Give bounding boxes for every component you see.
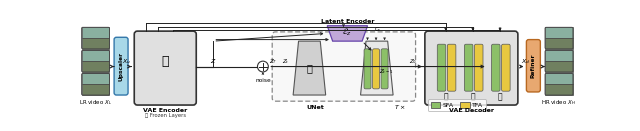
Text: HR video $X_H$: HR video $X_H$ bbox=[541, 98, 577, 107]
Text: $X_u$: $X_u$ bbox=[122, 57, 131, 66]
Text: $Z$: $Z$ bbox=[210, 57, 216, 65]
Bar bbox=[81, 27, 109, 38]
Text: $X_d$: $X_d$ bbox=[521, 57, 531, 66]
FancyBboxPatch shape bbox=[527, 40, 540, 92]
Text: ⚿ Frozen Layers: ⚿ Frozen Layers bbox=[145, 113, 186, 118]
Bar bbox=[81, 50, 109, 61]
Text: $\mathcal{E}_z$: $\mathcal{E}_z$ bbox=[342, 26, 353, 38]
Text: $Z_t$: $Z_t$ bbox=[282, 57, 289, 66]
Text: 🔒: 🔒 bbox=[470, 92, 476, 101]
FancyBboxPatch shape bbox=[114, 37, 128, 95]
Text: 🔒: 🔒 bbox=[161, 55, 169, 68]
FancyBboxPatch shape bbox=[134, 31, 196, 105]
Text: Refiner: Refiner bbox=[531, 54, 536, 78]
Text: 🔒: 🔒 bbox=[498, 92, 502, 101]
Text: Upscaler: Upscaler bbox=[118, 52, 124, 81]
FancyBboxPatch shape bbox=[272, 32, 415, 101]
Text: VAE Decoder: VAE Decoder bbox=[449, 108, 494, 113]
Bar bbox=[81, 84, 109, 95]
Text: G: G bbox=[374, 27, 380, 32]
Bar bbox=[545, 84, 573, 95]
Text: LR video $X_L$: LR video $X_L$ bbox=[79, 98, 112, 107]
Text: noise: noise bbox=[255, 78, 271, 83]
FancyBboxPatch shape bbox=[425, 31, 518, 105]
Text: $Z_{t-1}$: $Z_{t-1}$ bbox=[379, 67, 393, 76]
Bar bbox=[545, 61, 573, 72]
Text: $Z_T$: $Z_T$ bbox=[269, 57, 277, 66]
Bar bbox=[81, 73, 109, 84]
Text: 🔒: 🔒 bbox=[444, 92, 448, 101]
Polygon shape bbox=[360, 41, 393, 95]
FancyBboxPatch shape bbox=[381, 49, 388, 89]
FancyBboxPatch shape bbox=[465, 44, 473, 91]
FancyBboxPatch shape bbox=[437, 44, 446, 91]
FancyBboxPatch shape bbox=[372, 49, 380, 89]
Bar bbox=[545, 73, 573, 84]
Bar bbox=[81, 61, 109, 72]
Polygon shape bbox=[327, 26, 367, 41]
Text: Latent Encoder: Latent Encoder bbox=[321, 19, 374, 24]
FancyBboxPatch shape bbox=[492, 44, 500, 91]
Text: 🔒: 🔒 bbox=[307, 63, 312, 73]
Text: VAE Encoder: VAE Encoder bbox=[143, 108, 188, 113]
FancyBboxPatch shape bbox=[447, 44, 456, 91]
Bar bbox=[545, 27, 573, 38]
Bar bbox=[545, 50, 573, 61]
Circle shape bbox=[257, 61, 268, 72]
Legend: SFA, TFA: SFA, TFA bbox=[428, 99, 486, 111]
Text: $Z_0$: $Z_0$ bbox=[409, 57, 417, 66]
Bar bbox=[81, 38, 109, 49]
FancyBboxPatch shape bbox=[364, 49, 371, 89]
FancyBboxPatch shape bbox=[502, 44, 510, 91]
FancyBboxPatch shape bbox=[474, 44, 483, 91]
Text: UNet: UNet bbox=[306, 105, 324, 110]
Bar bbox=[545, 38, 573, 49]
Text: $T\times$: $T\times$ bbox=[394, 103, 406, 111]
Polygon shape bbox=[293, 41, 326, 95]
